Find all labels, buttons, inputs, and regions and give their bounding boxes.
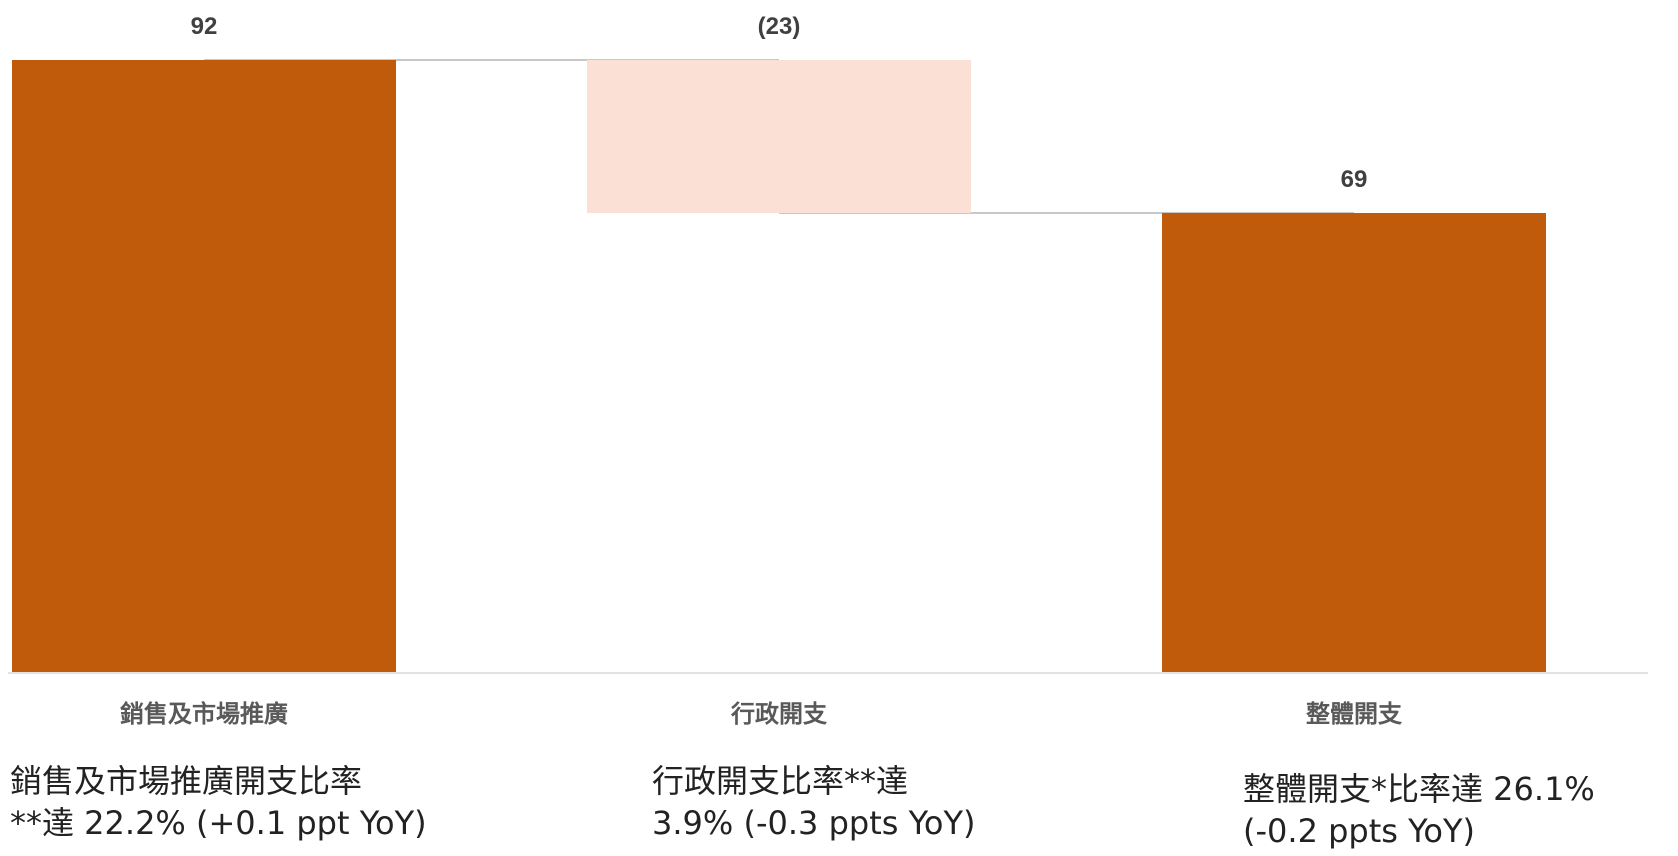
bar-sales-marketing: [12, 60, 396, 672]
bars: [12, 60, 1546, 672]
note-total: 整體開支*比率達 26.1% (-0.2 ppts YoY): [1243, 768, 1595, 852]
category-labels: 銷售及市場推廣 行政開支 整體開支: [120, 699, 1403, 728]
note-total-line1: 整體開支*比率達 26.1%: [1243, 770, 1595, 808]
note-admin-line1: 行政開支比率**達: [652, 762, 909, 800]
note-admin: 行政開支比率**達 3.9% (-0.3 ppts YoY): [652, 760, 975, 844]
note-sales-marketing-line2: **達 22.2% (+0.1 ppt YoY): [10, 804, 427, 842]
bar-admin: [587, 60, 971, 213]
bar-total: [1162, 213, 1546, 672]
value-label-sales-marketing: 92: [191, 13, 218, 40]
note-admin-line2: 3.9% (-0.3 ppts YoY): [652, 804, 976, 842]
note-sales-marketing-line1: 銷售及市場推廣開支比率: [10, 762, 363, 800]
category-label-sales-marketing: 銷售及市場推廣: [120, 699, 288, 728]
value-label-total: 69: [1341, 166, 1368, 193]
note-sales-marketing: 銷售及市場推廣開支比率 **達 22.2% (+0.1 ppt YoY): [10, 760, 427, 844]
category-label-total: 整體開支: [1306, 699, 1403, 728]
note-total-line2: (-0.2 ppts YoY): [1243, 812, 1476, 850]
value-labels: 92 (23) 69: [191, 13, 1368, 193]
value-label-admin: (23): [758, 13, 801, 40]
category-label-admin: 行政開支: [730, 699, 828, 728]
